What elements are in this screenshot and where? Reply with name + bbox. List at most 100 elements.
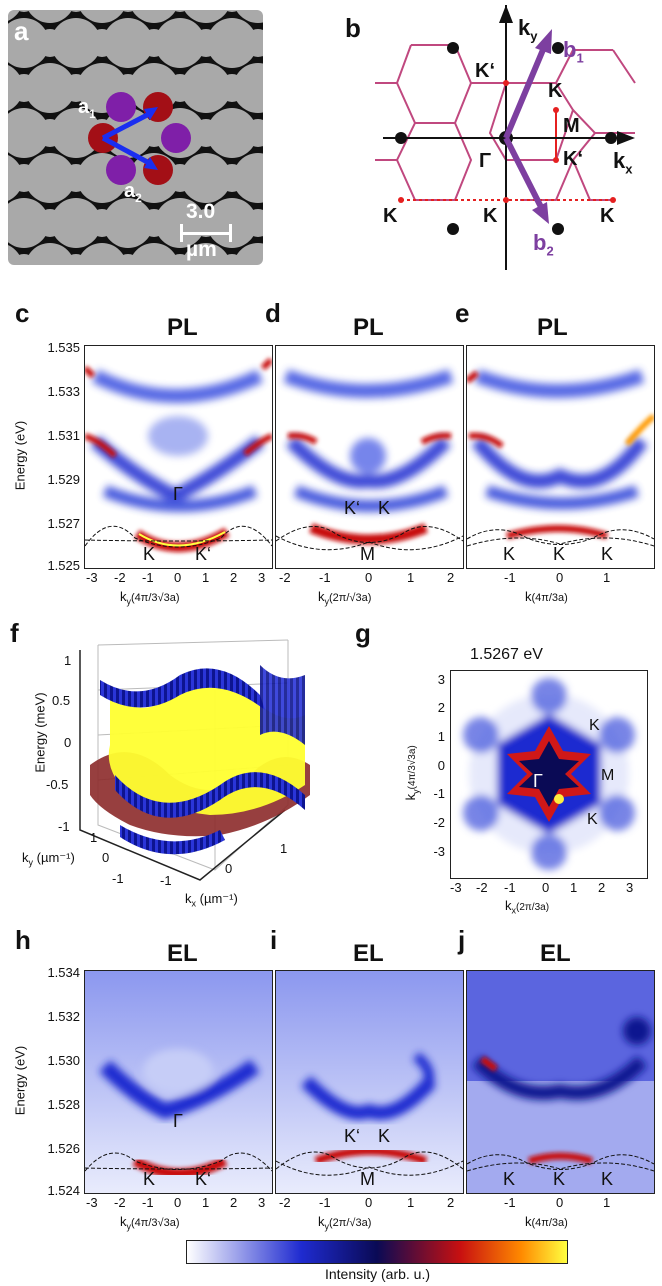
tick-label: -1 — [504, 570, 516, 585]
point-label: K‘ — [563, 148, 583, 170]
point-label: K‘ — [475, 60, 495, 82]
panel-title: EL — [540, 940, 571, 967]
tick-label: 3 — [258, 1195, 266, 1210]
point-label: M — [360, 544, 375, 564]
tick-label: -0.5 — [46, 777, 69, 792]
tick-label: 1 — [280, 841, 288, 856]
panel-label: a — [14, 16, 29, 46]
sem-image — [8, 10, 263, 265]
tick-label: -1 — [142, 570, 154, 585]
point-label: K — [548, 80, 563, 102]
point-label: K — [553, 544, 566, 564]
tick-label: -2 — [476, 880, 488, 895]
point-label: Γ — [479, 150, 492, 172]
tick-label: 1 — [90, 830, 98, 845]
point-label: K — [378, 1126, 391, 1146]
scalebar-value: 3.0 — [186, 200, 216, 223]
panel-a: a a1 a2 3.0 µm — [8, 10, 263, 265]
tick-label: 2 — [230, 570, 238, 585]
tick-label: 0 — [542, 880, 550, 895]
panel-h: Γ K K‘ — [84, 970, 273, 1194]
tick-label: 1 — [603, 1195, 611, 1210]
point-label: K — [483, 205, 498, 227]
tick-label: 1 — [407, 1195, 415, 1210]
tick-label: -1 — [58, 819, 70, 834]
vector-a2-label: a2 — [124, 180, 142, 205]
tick-label: 0 — [102, 850, 110, 865]
point-label: M — [601, 767, 615, 784]
panel-e: K K K — [466, 345, 655, 569]
dispersion-map — [85, 971, 272, 1193]
tick-label: 0 — [174, 570, 182, 585]
point-label: M — [360, 1169, 375, 1189]
tick-label: 0 — [365, 570, 373, 585]
panel-title: PL — [537, 314, 568, 341]
panel-j: K K K — [466, 970, 655, 1194]
point-label: Γ — [173, 1111, 183, 1131]
panel-f: 1 0.5 0 -0.5 -1 1 0 -1 -1 0 1 Energy (me… — [20, 625, 320, 910]
tick-label: 0 — [556, 1195, 564, 1210]
tick-label: -1 — [112, 871, 124, 886]
tick-label: -1 — [160, 873, 172, 888]
brillouin-zone-diagram — [375, 5, 636, 270]
tick-label: -3 — [433, 844, 445, 859]
tick-label: -2 — [433, 815, 445, 830]
colorbar — [186, 1240, 568, 1264]
tick-label: 1.528 — [47, 1097, 80, 1112]
tick-label: 2 — [437, 700, 445, 715]
point-label: K — [383, 205, 398, 227]
point-label: K — [503, 544, 516, 564]
panel-i: K‘ K M — [275, 970, 464, 1194]
point-label: K — [589, 717, 600, 734]
vector-a1-label: a1 — [78, 96, 96, 121]
point-label: K — [378, 498, 391, 518]
point-label: K — [601, 544, 614, 564]
tick-label: 1.529 — [47, 472, 80, 487]
point-label: K — [143, 1169, 156, 1189]
tick-label: -1 — [319, 1195, 331, 1210]
point-label: M — [563, 115, 580, 137]
tick-label: -3 — [86, 1195, 98, 1210]
tick-label: 2 — [447, 1195, 455, 1210]
point-label: K‘ — [195, 544, 212, 564]
b1-label: b1 — [563, 37, 584, 66]
tick-label: -3 — [450, 880, 462, 895]
x-axis-label: ky(2π/√3a) — [318, 1214, 372, 1232]
tick-label: 0 — [174, 1195, 182, 1210]
point-label: K — [553, 1169, 566, 1189]
point-label: K‘ — [195, 1169, 212, 1189]
tick-label: 0 — [64, 735, 72, 750]
tick-label: 1.524 — [47, 1183, 80, 1198]
tick-label: 1 — [570, 880, 578, 895]
panel-label: f — [10, 618, 19, 648]
panel-title: EL — [353, 940, 384, 967]
panel-label: g — [355, 618, 371, 648]
tick-label: 1.532 — [47, 1009, 80, 1024]
tick-label: 1.531 — [47, 428, 80, 443]
tick-label: 1.530 — [47, 1053, 80, 1068]
z-axis-label: Energy (meV) — [32, 692, 48, 773]
panel-d: K‘ K M — [275, 345, 464, 569]
ky-label: ky (µm⁻¹) — [22, 850, 75, 868]
panel-label: d — [265, 298, 281, 328]
point-label: K — [143, 544, 156, 564]
scalebar-unit: µm — [186, 238, 217, 261]
tick-label: 1 — [64, 653, 72, 668]
point-label: K — [601, 1169, 614, 1189]
tick-label: 3 — [258, 570, 266, 585]
tick-label: 0 — [437, 758, 445, 773]
tick-label: -3 — [86, 570, 98, 585]
x-axis-label: kx(2π/3a) — [505, 898, 550, 916]
point-label: K‘ — [344, 498, 361, 518]
kx-axis-label: kx — [613, 148, 633, 177]
tick-label: 2 — [598, 880, 606, 895]
tick-label: 1.534 — [47, 965, 80, 980]
y-axis-label: ky(4π/3√3a) — [403, 745, 421, 801]
x-axis-label: ky(4π/3√3a) — [120, 1214, 180, 1232]
y-ticks: 1.535 1.533 1.531 1.529 1.527 1.525 — [28, 340, 80, 573]
isoenergy-map — [463, 678, 635, 870]
point-label: K — [600, 205, 615, 227]
y-axis-label: Energy (eV) — [12, 1045, 28, 1116]
tick-label: 1.527 — [47, 516, 80, 531]
tick-label: -2 — [279, 1195, 291, 1210]
